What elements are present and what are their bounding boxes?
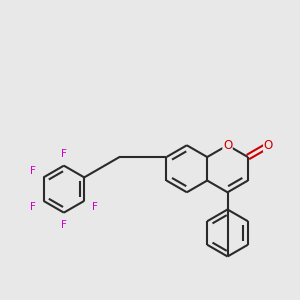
Text: F: F bbox=[61, 148, 67, 159]
Text: F: F bbox=[61, 220, 67, 230]
Text: O: O bbox=[264, 139, 273, 152]
Text: F: F bbox=[30, 167, 36, 176]
Text: F: F bbox=[92, 202, 98, 212]
Text: F: F bbox=[30, 202, 36, 212]
Text: O: O bbox=[223, 139, 232, 152]
